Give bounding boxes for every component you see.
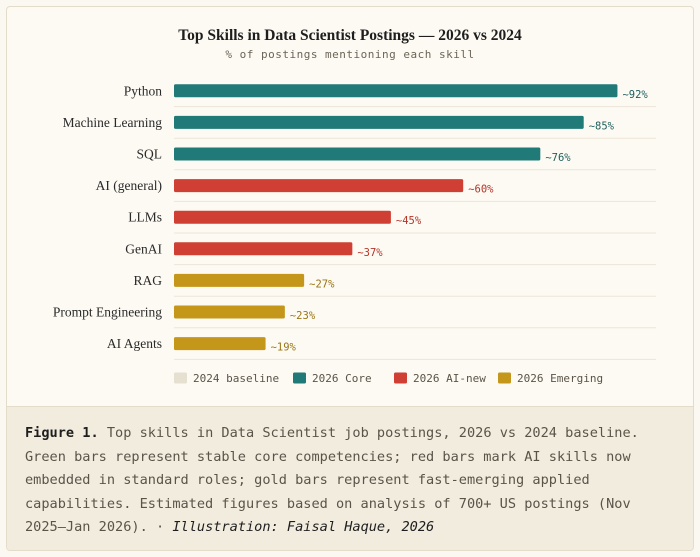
caption-separator: ·: [147, 519, 173, 535]
value-label: ~85%: [589, 120, 615, 132]
value-label: ~92%: [622, 89, 648, 101]
legend-label: 2024 baseline: [193, 372, 279, 385]
value-label: ~37%: [357, 247, 383, 259]
legend-swatch: [174, 372, 187, 384]
value-label: ~76%: [545, 152, 571, 164]
category-label: SQL: [136, 147, 162, 162]
bar: [174, 273, 305, 287]
caption-text: Figure 1. Top skills in Data Scientist j…: [25, 422, 665, 540]
bar: [174, 84, 618, 98]
bar-chart: Python ~92% Machine Learning ~85% SQL ~76% AI …: [53, 83, 656, 385]
figure-card: Top Skills in Data Scientist Postings — …: [6, 6, 694, 551]
figure-caption: Figure 1. Top skills in Data Scientist j…: [7, 406, 693, 550]
chart-title: Top Skills in Data Scientist Postings — …: [178, 27, 522, 44]
bar: [174, 115, 584, 129]
category-label: GenAI: [125, 241, 162, 256]
value-label: ~45%: [396, 215, 422, 227]
category-label: LLMs: [128, 210, 162, 225]
legend-swatch: [293, 372, 306, 384]
value-label: ~23%: [290, 310, 316, 322]
category-label: Prompt Engineering: [53, 305, 162, 320]
bar: [174, 242, 353, 256]
legend-swatch: [498, 372, 511, 384]
bar: [174, 337, 266, 351]
category-label: Python: [124, 83, 163, 98]
legend-label: 2026 Emerging: [517, 372, 603, 385]
bar: [174, 210, 391, 224]
legend-swatch: [394, 372, 407, 384]
category-label: RAG: [133, 273, 162, 288]
value-label: ~27%: [309, 278, 335, 290]
bar: [174, 305, 285, 319]
category-label: AI (general): [96, 178, 162, 193]
caption-body: Top skills in Data Scientist job posting…: [25, 425, 639, 535]
caption-credit: Illustration: Faisal Haque, 2026: [172, 519, 435, 535]
bar: [174, 179, 464, 193]
legend-label: 2026 AI-new: [413, 372, 486, 385]
caption-label: Figure 1.: [25, 425, 99, 441]
value-label: ~60%: [468, 184, 494, 196]
bar: [174, 147, 541, 161]
chart-subtitle: % of postings mentioning each skill: [225, 48, 475, 61]
category-label: Machine Learning: [63, 115, 163, 130]
legend-label: 2026 Core: [312, 372, 372, 385]
value-label: ~19%: [271, 342, 297, 354]
category-label: AI Agents: [107, 336, 162, 351]
